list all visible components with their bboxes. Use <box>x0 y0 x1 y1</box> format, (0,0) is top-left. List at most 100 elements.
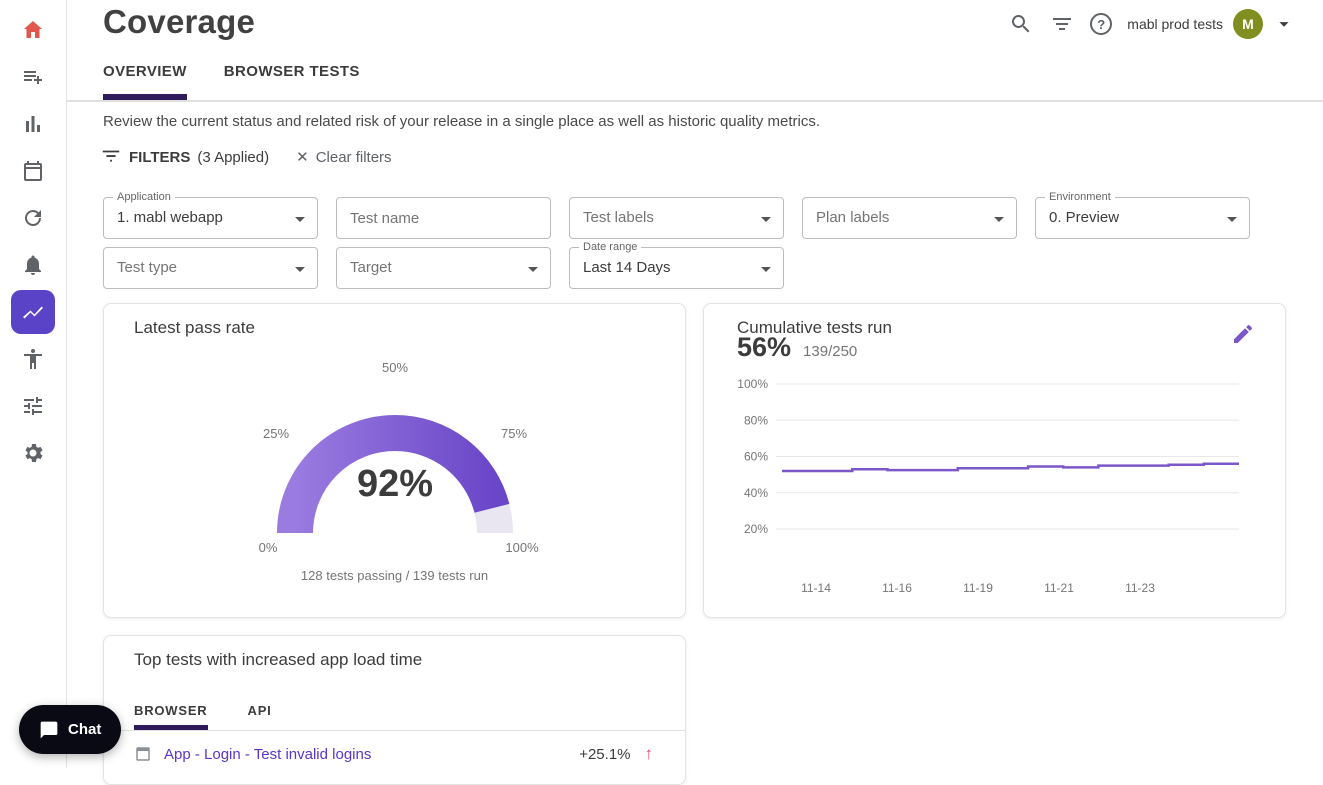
svg-text:20%: 20% <box>744 522 768 536</box>
new-test-icon <box>21 65 45 89</box>
filter-grid: Application 1. mabl webapp Test labels P… <box>103 197 1250 289</box>
page-description: Review the current status and related ri… <box>103 113 820 130</box>
caret-down-icon <box>987 207 1011 231</box>
accessibility-icon <box>21 347 45 371</box>
top-tests-tabs: BROWSER API <box>134 694 272 730</box>
sidebar-item-new-test[interactable] <box>11 55 55 99</box>
filter-button[interactable] <box>1049 11 1075 37</box>
bell-icon <box>21 253 45 277</box>
svg-text:60%: 60% <box>744 450 768 464</box>
svg-text:80%: 80% <box>744 413 768 427</box>
application-value: 1. mabl webapp <box>104 198 317 238</box>
filters-bar: FILTERS (3 Applied) ✕ Clear filters <box>100 146 392 168</box>
test-labels-label: Test labels <box>570 198 783 238</box>
caret-down-icon <box>754 257 778 281</box>
gauge-tick-0: 0% <box>259 540 278 555</box>
filter-list-icon <box>1050 12 1074 36</box>
chevron-down-icon <box>1273 13 1295 35</box>
test-labels-select[interactable]: Test labels <box>569 197 784 239</box>
cumulative-tests-card: Cumulative tests run 56% 139/250 100%80%… <box>703 303 1286 618</box>
date-range-select[interactable]: Date range Last 14 Days <box>569 247 784 289</box>
sidebar-item-insights[interactable] <box>11 290 55 334</box>
tune-sliders-icon <box>21 394 45 418</box>
svg-text:100%: 100% <box>737 377 768 391</box>
close-icon: ✕ <box>296 148 309 166</box>
date-range-label: Date range <box>579 241 641 253</box>
filter-funnel-icon <box>100 146 122 168</box>
load-time-delta: +25.1% <box>579 746 630 763</box>
svg-text:11-19: 11-19 <box>963 581 993 595</box>
chat-launcher-button[interactable]: Chat <box>19 705 121 754</box>
pass-rate-card-title: Latest pass rate <box>134 318 255 338</box>
test-type-label: Test type <box>104 248 317 288</box>
sidebar-item-plans[interactable] <box>11 149 55 193</box>
clear-filters-button[interactable]: ✕ Clear filters <box>296 148 391 166</box>
search-icon <box>1009 12 1033 36</box>
caret-down-icon <box>754 207 778 231</box>
application-select[interactable]: Application 1. mabl webapp <box>103 197 318 239</box>
calendar-icon <box>21 159 45 183</box>
gauge-tick-100: 100% <box>505 540 538 555</box>
caret-down-icon <box>521 257 545 281</box>
workspace-selector[interactable]: mabl prod tests M <box>1127 9 1295 39</box>
plan-labels-select[interactable]: Plan labels <box>802 197 1017 239</box>
sidebar-item-settings[interactable] <box>11 431 55 475</box>
arrow-up-icon: ↑ <box>645 744 654 764</box>
bar-chart-icon <box>21 112 45 136</box>
svg-text:11-23: 11-23 <box>1125 581 1155 595</box>
svg-text:11-16: 11-16 <box>882 581 912 595</box>
target-label: Target <box>337 248 550 288</box>
page-tabs: OVERVIEW BROWSER TESTS <box>103 57 360 102</box>
caret-down-icon <box>288 207 312 231</box>
avatar-initial: M <box>1242 16 1254 32</box>
sidebar-item-results[interactable] <box>11 102 55 146</box>
top-tests-card: Top tests with increased app load time B… <box>103 635 686 785</box>
sidebar-item-integrations[interactable] <box>11 384 55 428</box>
gear-icon <box>21 441 45 465</box>
chat-label: Chat <box>68 721 101 738</box>
svg-text:11-21: 11-21 <box>1044 581 1074 595</box>
test-name-field <box>336 197 551 239</box>
date-range-value: Last 14 Days <box>570 248 783 288</box>
refresh-icon <box>21 206 45 230</box>
clear-filters-label: Clear filters <box>316 149 392 166</box>
gauge-tick-50: 50% <box>382 360 408 375</box>
filters-applied-count: (3 Applied) <box>197 149 269 166</box>
tab-browser[interactable]: BROWSER <box>134 694 208 730</box>
environment-label: Environment <box>1045 191 1115 203</box>
sidebar-item-reruns[interactable] <box>11 196 55 240</box>
sidebar <box>0 0 67 768</box>
filters-toggle[interactable]: FILTERS <box>129 149 190 166</box>
latest-pass-rate-card: Latest pass rate 92% 0% 25% 50% 75% 100%… <box>103 303 686 618</box>
tab-overview[interactable]: OVERVIEW <box>103 57 187 102</box>
gauge-tick-25: 25% <box>263 426 289 441</box>
tab-api[interactable]: API <box>248 694 272 730</box>
chat-bubble-icon <box>39 720 59 740</box>
home-icon <box>21 18 45 42</box>
pass-rate-gauge: 92% <box>255 392 535 552</box>
test-link[interactable]: App - Login - Test invalid logins <box>164 746 567 763</box>
svg-text:40%: 40% <box>744 486 768 500</box>
test-type-select[interactable]: Test type <box>103 247 318 289</box>
target-select[interactable]: Target <box>336 247 551 289</box>
gauge-tick-75: 75% <box>501 426 527 441</box>
environment-select[interactable]: Environment 0. Preview <box>1035 197 1250 239</box>
workspace-name: mabl prod tests <box>1127 16 1223 32</box>
svg-text:11-14: 11-14 <box>801 581 831 595</box>
gauge-value: 92% <box>357 463 433 505</box>
test-name-input[interactable] <box>337 198 550 238</box>
help-button[interactable]: ? <box>1090 13 1112 35</box>
cumulative-chart-svg: 100% 80% 60% 40% 20% 11-14 11-16 11-19 11-21 11-2… <box>704 304 1287 619</box>
header-divider <box>67 100 1323 102</box>
page-title: Coverage <box>103 3 255 41</box>
sidebar-item-accessibility[interactable] <box>11 337 55 381</box>
topbar-actions: ? mabl prod tests M <box>1008 8 1295 40</box>
sidebar-item-notifications[interactable] <box>11 243 55 287</box>
tab-browser-tests[interactable]: BROWSER TESTS <box>224 57 360 102</box>
plan-labels-label: Plan labels <box>803 198 1016 238</box>
avatar: M <box>1233 9 1263 39</box>
sidebar-item-home[interactable] <box>11 8 55 52</box>
search-button[interactable] <box>1008 11 1034 37</box>
main-content: Coverage ? mabl prod tests M OVERVIEW BR… <box>67 0 1323 768</box>
application-label: Application <box>113 191 175 203</box>
